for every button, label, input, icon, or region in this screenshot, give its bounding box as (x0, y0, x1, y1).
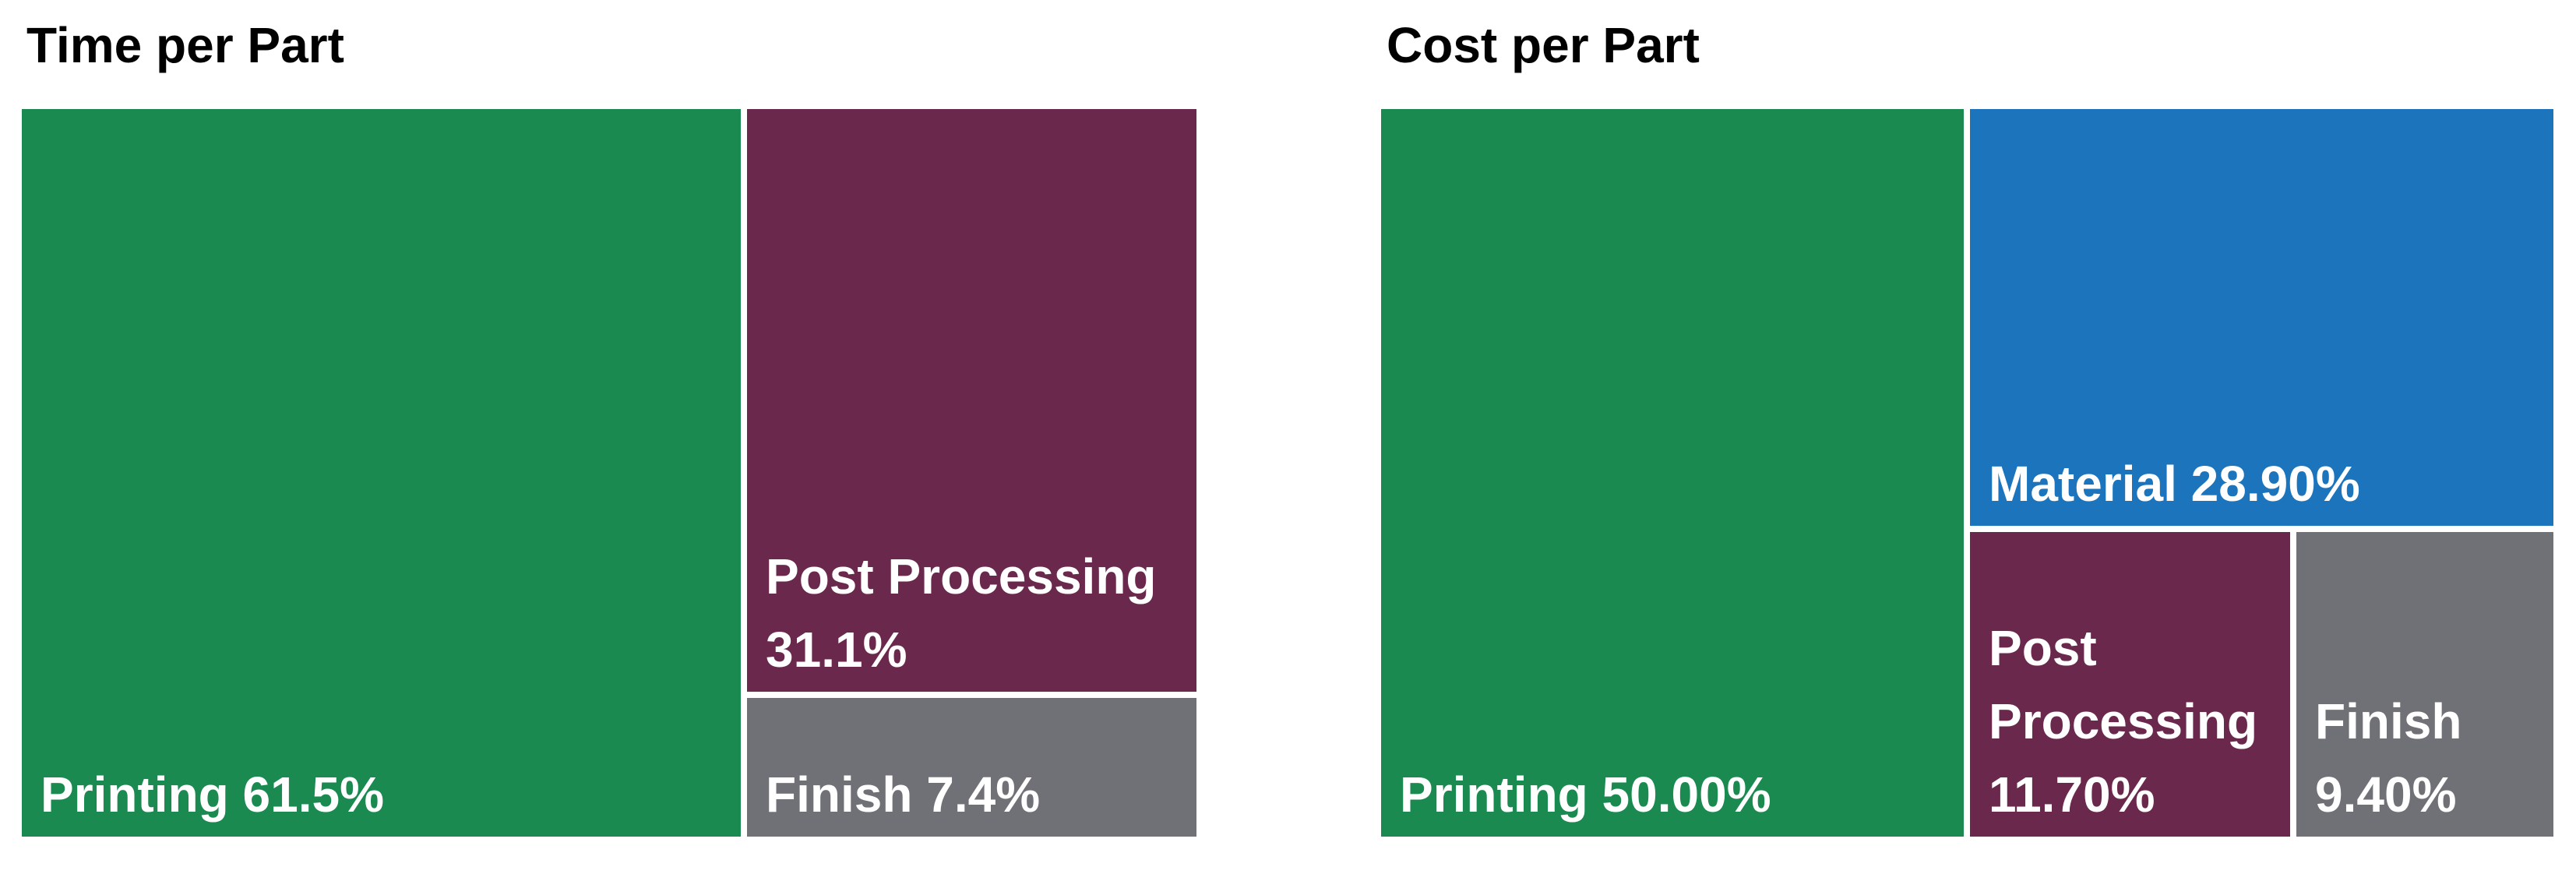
tile-value-post-processing: 31.1% (766, 622, 907, 678)
tile-category-material: Material 28.90% (1989, 456, 2360, 512)
tile-category-post-processing: Post (1989, 620, 2097, 676)
tile-category-printing: Printing 61.5% (41, 767, 384, 823)
treemap-time-per-part: Printing 61.5% Post Processing 31.1% Finish… (22, 109, 1196, 837)
tile-category-printing: Printing 50.00% (1400, 767, 1771, 823)
tile-label-post-processing: Post Processing 31.1% (766, 548, 1157, 678)
tile-finish (2296, 532, 2553, 837)
tile-label-printing: Printing 50.00% (1400, 767, 1771, 823)
tile-label-finish: Finish 9.40% (2315, 693, 2461, 823)
chart-title-cost-per-part: Cost per Part (1387, 17, 1700, 73)
tile-category-finish: Finish 7.4% (766, 767, 1040, 823)
tile-category-post-processing: Post Processing (766, 548, 1157, 604)
tile-label-post-processing: Post Processing 11.70% (1989, 620, 2257, 823)
tile-label-printing: Printing 61.5% (41, 767, 384, 823)
tile-finish (747, 698, 1196, 837)
tile-category-post-processing: Processing (1989, 693, 2257, 749)
tile-label-material: Material 28.90% (1989, 456, 2360, 512)
tile-label-finish: Finish 7.4% (766, 767, 1040, 823)
tile-printing (22, 109, 741, 837)
tile-category-finish: Finish (2315, 693, 2461, 749)
chart-title-time-per-part: Time per Part (26, 17, 344, 73)
tile-value-post-processing: 11.70% (1989, 767, 2155, 823)
tile-post-processing (747, 109, 1196, 692)
tile-post-processing (1970, 532, 2290, 837)
tile-value-finish: 9.40% (2315, 767, 2456, 823)
treemap-cost-per-part: Printing 50.00% Material 28.90% Post Proces… (1381, 109, 2553, 837)
tile-material (1970, 109, 2553, 526)
tile-printing (1381, 109, 1964, 837)
